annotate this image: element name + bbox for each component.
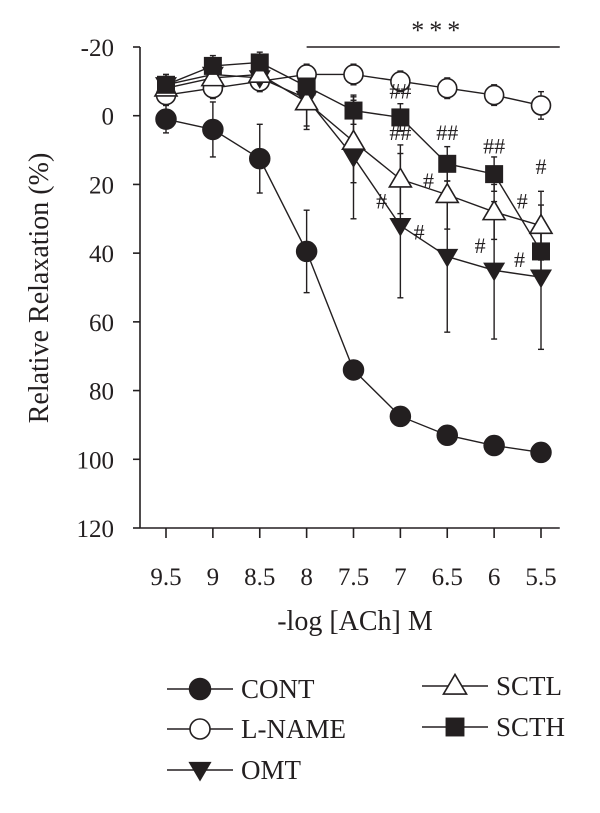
data-point-cont xyxy=(155,108,177,130)
data-point-sctl xyxy=(387,166,413,188)
data-point-sctl xyxy=(294,89,320,111)
data-point-l-name xyxy=(530,95,552,116)
data-point-scth xyxy=(344,101,363,120)
significance-hash: ## xyxy=(389,120,411,145)
data-point-scth xyxy=(532,242,550,261)
data-point-l-name xyxy=(483,84,505,106)
data-point-cont xyxy=(202,118,224,141)
data-point-scth xyxy=(485,165,504,184)
x-tick-label: 7.5 xyxy=(338,564,369,591)
x-tick-label: 6 xyxy=(488,564,501,591)
data-point-omt xyxy=(342,149,365,168)
y-tick-label: 60 xyxy=(89,310,114,337)
significance-hash: ## xyxy=(436,120,458,145)
data-point-scth xyxy=(157,75,175,94)
data-point-omt xyxy=(483,262,506,282)
data-point-scth xyxy=(438,154,457,173)
data-point-omt xyxy=(530,269,552,289)
x-tick-label: 6.5 xyxy=(432,564,463,591)
data-point-sctl xyxy=(247,61,273,83)
significance-hash: ## xyxy=(483,134,505,159)
significance-hash: # xyxy=(414,219,425,244)
y-axis-title: Relative Relaxation (%) xyxy=(24,153,55,424)
y-tick-label: 120 xyxy=(77,516,115,543)
y-tick-label: -20 xyxy=(81,35,114,62)
x-tick-label: 9 xyxy=(207,564,220,591)
annotations: ***#### ########### xyxy=(306,16,560,272)
significance-hash: ## xyxy=(389,79,411,104)
significance-hash: # xyxy=(514,247,525,272)
significance-hash: # xyxy=(536,154,547,179)
data-point-scth xyxy=(391,108,410,127)
data-point-cont xyxy=(295,240,318,263)
data-point-cont xyxy=(436,424,458,446)
y-tick-label: 20 xyxy=(89,172,114,199)
significance-hash: # xyxy=(475,233,486,258)
significance-hash: # xyxy=(423,168,434,193)
data-point-sctl xyxy=(434,182,460,204)
legend-marker-l-name xyxy=(189,718,211,740)
data-point-cont xyxy=(389,405,412,428)
data-point-cont xyxy=(530,441,552,464)
data-point-omt xyxy=(436,248,459,268)
x-axis-title: -log [ACh] M xyxy=(277,606,433,637)
x-tick-label: 8.5 xyxy=(244,564,275,591)
significance-hash: # xyxy=(376,188,387,213)
y-tick-label: 0 xyxy=(102,104,115,131)
legend-label-cont: CONT xyxy=(241,674,315,704)
data-point-scth xyxy=(297,77,316,96)
y-tick-label: 80 xyxy=(89,379,114,406)
legend: CONT L-NAME OMT SCTL SCTH xyxy=(167,671,565,785)
legend-marker-omt xyxy=(188,761,212,782)
y-tick-label: 100 xyxy=(77,447,115,474)
x-tick-label: 5.5 xyxy=(525,564,556,591)
data-point-l-name xyxy=(436,77,458,99)
legend-label-scth: SCTH xyxy=(496,712,565,742)
data-point-scth xyxy=(203,56,222,75)
data-point-omt xyxy=(389,217,412,237)
data-point-cont xyxy=(483,434,505,457)
data-point-sctl xyxy=(341,128,366,150)
data-point-l-name xyxy=(343,64,364,85)
legend-marker-sctl xyxy=(442,672,468,695)
legend-marker-scth xyxy=(445,717,465,737)
data-point-cont xyxy=(342,359,365,381)
axes: -20 0 20 40 60 80 100 120 9.5 9 8.5 8 7.5 7 6.5 6 5.5 xyxy=(77,35,560,591)
legend-label-omt: OMT xyxy=(241,755,302,785)
legend-marker-cont xyxy=(188,677,212,701)
data-point-sctl xyxy=(528,213,554,235)
legend-label-l-name: L-NAME xyxy=(241,714,346,744)
significance-label: *** xyxy=(411,16,465,45)
data-point-l-name xyxy=(390,71,411,92)
legend-label-sctl: SCTL xyxy=(496,671,562,701)
data-point-cont xyxy=(249,147,271,170)
data-point-scth xyxy=(250,53,269,72)
x-tick-label: 7 xyxy=(394,564,407,591)
x-tick-label: 9.5 xyxy=(150,564,181,591)
x-tick-label: 8 xyxy=(300,564,313,591)
y-tick-label: 40 xyxy=(89,241,114,268)
series-points xyxy=(153,53,554,464)
significance-hash: # xyxy=(517,188,528,213)
data-point-sctl xyxy=(481,199,507,221)
data-point-sctl xyxy=(200,65,226,87)
